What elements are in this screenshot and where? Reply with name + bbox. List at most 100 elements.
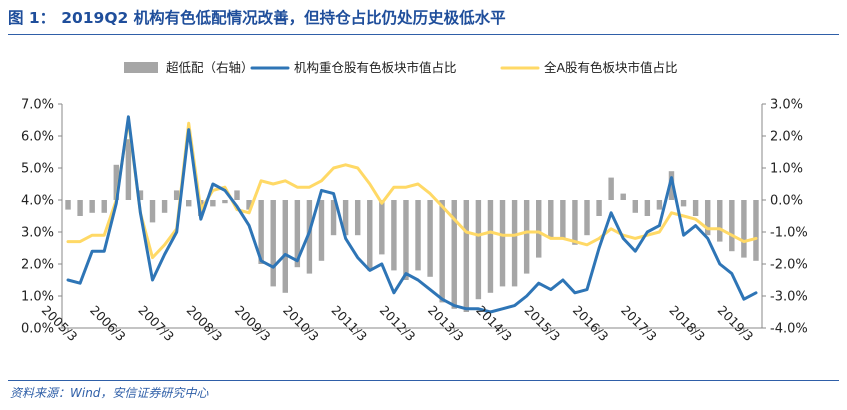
right-axis-tick-label: 1.0% xyxy=(770,162,803,177)
x-axis-tick-label: 2017/3 xyxy=(618,302,660,344)
left-axis-tick-label: 1.0% xyxy=(21,290,54,305)
right-axis-tick-label: -3.0% xyxy=(770,290,808,305)
axes: 0.0% 1.0% 2.0% 3.0% 4.0% 5.0% 6.0% 7.0% -4.0% -3.… xyxy=(21,98,808,345)
chart: 超低配（右轴） 机构重仓股有色板块市值占比 全A股有色板块市值占比 0.0% 1.0%… xyxy=(21,60,808,345)
bar-2016/6 xyxy=(608,177,614,200)
bar-2014/9 xyxy=(523,200,530,274)
figure-label: 图 1： xyxy=(8,9,56,27)
bar-2018/12 xyxy=(729,200,735,252)
bar-2009/12 xyxy=(294,200,301,268)
bar-2018/3 xyxy=(692,200,699,216)
legend: 超低配（右轴） 机构重仓股有色板块市值占比 全A股有色板块市值占比 xyxy=(124,60,678,75)
bar-2011/6 xyxy=(367,200,373,271)
bar-2014/12 xyxy=(536,200,542,258)
title-rule xyxy=(8,34,839,35)
x-axis-tick-label: 2018/3 xyxy=(666,302,708,344)
legend-institutional-label: 机构重仓股有色板块市值占比 xyxy=(294,60,457,75)
right-axis-tick-label: -2.0% xyxy=(770,258,808,273)
bar-2008/3 xyxy=(210,200,216,207)
bar-2017/3 xyxy=(644,200,651,216)
x-axis-tick-label: 2008/3 xyxy=(184,302,226,344)
bar-2016/9 xyxy=(620,193,626,200)
legend-bar-swatch xyxy=(124,62,158,73)
bar-2009/6 xyxy=(270,200,276,287)
figure-title-text: 2019Q2 机构有色低配情况改善，但持仓占比仍处历史极低水平 xyxy=(61,9,506,27)
left-axis-tick-label: 0.0% xyxy=(21,322,54,337)
source-note: 资料来源：Wind，安信证券研究中心 xyxy=(10,386,209,400)
bar-2006/3 xyxy=(113,164,120,200)
bar-2007/9 xyxy=(186,200,192,207)
left-axis-tick-label: 6.0% xyxy=(21,130,54,145)
x-axis-tick-label: 2009/3 xyxy=(232,302,274,344)
bar-2015/6 xyxy=(560,200,566,239)
bar-2014/3 xyxy=(499,200,506,287)
bar-2006/12 xyxy=(149,200,156,223)
bar-2010/9 xyxy=(330,200,337,236)
bar-2019/6 xyxy=(753,200,759,261)
legend-bar-label: 超低配（右轴） xyxy=(166,60,254,75)
bar-2015/9 xyxy=(572,200,578,245)
bar-2010/12 xyxy=(342,200,349,236)
bar-2005/9 xyxy=(89,200,95,213)
bar-2015/3 xyxy=(548,200,554,239)
bar-2006/6 xyxy=(125,139,132,200)
x-axis-tick-label: 2016/3 xyxy=(570,302,612,344)
bar-2013/6 xyxy=(463,200,470,312)
left-axis-tick-label: 7.0% xyxy=(21,98,54,113)
bar-2018/9 xyxy=(717,200,723,242)
line-series-all-a xyxy=(66,118,758,260)
bar-2019/3 xyxy=(741,200,747,258)
bar-series-overweight xyxy=(65,139,759,312)
bar-2013/12 xyxy=(487,200,494,293)
x-axis-tick-label: 2010/3 xyxy=(280,302,322,344)
x-axis-tick-label: 2012/3 xyxy=(377,302,419,344)
right-axis-tick-label: 3.0% xyxy=(770,98,803,113)
left-axis-tick-label: 5.0% xyxy=(21,162,54,177)
right-axis-tick-label: 2.0% xyxy=(770,130,803,145)
right-axis-tick-label: 0.0% xyxy=(770,194,803,209)
bar-2011/3 xyxy=(354,200,361,236)
bar-2005/12 xyxy=(101,200,107,213)
bar-2007/6 xyxy=(173,190,180,200)
bar-2012/6 xyxy=(415,200,421,271)
bar-2016/3 xyxy=(596,200,602,216)
bar-2008/9 xyxy=(234,190,240,200)
bar-2005/3 xyxy=(65,200,71,210)
bar-2010/6 xyxy=(318,200,325,261)
bar-2012/12 xyxy=(439,200,445,303)
bar-2006/9 xyxy=(137,190,144,200)
bar-2018/6 xyxy=(704,200,711,236)
bar-2013/9 xyxy=(475,200,482,300)
bar-2017/9 xyxy=(668,171,675,200)
right-axis-tick-label: -1.0% xyxy=(770,226,808,241)
bar-2009/9 xyxy=(282,200,288,293)
bar-2011/12 xyxy=(391,200,397,271)
bar-2012/9 xyxy=(427,200,433,277)
bar-2014/6 xyxy=(511,200,518,287)
bar-2011/9 xyxy=(379,200,385,255)
bar-2015/12 xyxy=(584,200,590,236)
figure-title: 图 1： 2019Q2 机构有色低配情况改善，但持仓占比仍处历史极低水平 xyxy=(8,6,506,28)
bar-2012/3 xyxy=(403,200,409,280)
bar-2017/6 xyxy=(656,200,663,210)
line-series-group xyxy=(66,115,758,314)
bar-2010/3 xyxy=(306,200,313,274)
x-axis-tick-label: 2019/3 xyxy=(715,302,757,344)
left-axis-tick-label: 4.0% xyxy=(21,194,54,209)
bar-2017/12 xyxy=(680,200,687,207)
x-axis-tick-label: 2011/3 xyxy=(328,302,370,344)
x-axis-tick-label: 2007/3 xyxy=(135,302,177,344)
bar-2013/3 xyxy=(451,200,457,309)
left-axis-tick-label: 3.0% xyxy=(21,226,54,241)
bar-2008/12 xyxy=(246,200,252,210)
bar-2009/3 xyxy=(258,200,264,264)
bar-2005/6 xyxy=(77,200,83,216)
source-rule xyxy=(8,380,839,381)
x-axis-tick-label: 2015/3 xyxy=(522,302,564,344)
legend-all-a-label: 全A股有色板块市值占比 xyxy=(544,60,678,75)
left-axis-tick-label: 2.0% xyxy=(21,258,54,273)
line-series-institutional xyxy=(66,115,758,314)
right-axis-tick-label: -4.0% xyxy=(770,322,808,337)
bar-2016/12 xyxy=(632,200,638,213)
x-axis-tick-label: 2006/3 xyxy=(87,302,129,344)
